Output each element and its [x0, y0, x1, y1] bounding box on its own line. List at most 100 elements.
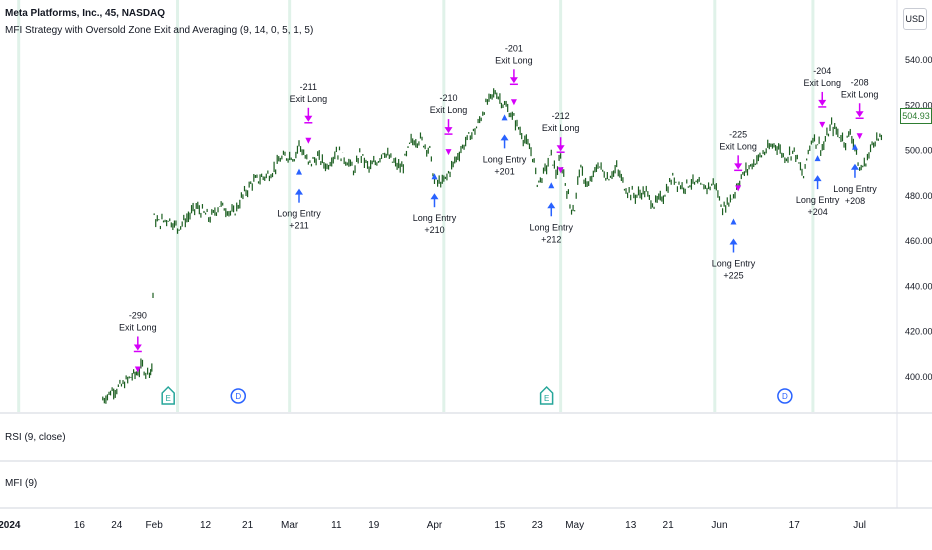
- exit-marker: [134, 366, 141, 373]
- exit-value: -290: [129, 310, 147, 320]
- exit-value: -204: [813, 66, 831, 76]
- entry-label: Long Entry: [277, 209, 321, 219]
- x-tick-label: Jun: [711, 520, 727, 531]
- exit-value: -208: [851, 77, 869, 87]
- exit-arrow-head: [509, 77, 518, 84]
- earnings-icon: [161, 385, 175, 405]
- x-tick-label: 17: [789, 520, 801, 531]
- exit-value: -211: [300, 82, 317, 92]
- exit-arrow-head: [304, 115, 313, 122]
- x-tick-label: 23: [532, 520, 544, 531]
- exit-marker: [735, 185, 742, 192]
- earnings-icon: [539, 385, 554, 405]
- entry-value: +225: [723, 271, 743, 281]
- y-tick-label: 480.00: [905, 191, 932, 201]
- exit-label: Exit Long: [719, 141, 757, 151]
- entry-value: +204: [807, 207, 827, 217]
- dividend-label: D: [235, 392, 241, 401]
- y-tick-label: 420.00: [905, 327, 932, 337]
- x-tick-label: 11: [331, 520, 342, 531]
- entry-label: Long Entry: [483, 154, 527, 164]
- entry-label: Long Entry: [413, 213, 457, 223]
- x-tick-label: Mar: [281, 520, 299, 531]
- y-tick-label: 400.00: [905, 372, 932, 382]
- exit-marker: [856, 133, 863, 140]
- earnings-label: E: [544, 394, 549, 403]
- x-tick-label: 16: [74, 520, 86, 531]
- exit-arrow-head: [133, 344, 142, 351]
- exit-marker: [445, 149, 452, 156]
- last-price-tag: 504.93: [900, 108, 932, 124]
- entry-arrow-head: [430, 193, 439, 200]
- y-tick-label: 500.00: [905, 146, 932, 156]
- x-tick-label: 12: [200, 520, 212, 531]
- exit-label: Exit Long: [119, 322, 157, 332]
- currency-button[interactable]: USD: [903, 8, 927, 30]
- entry-arrow-head: [295, 188, 303, 195]
- exit-value: -225: [729, 129, 747, 139]
- x-tick-label: Apr: [427, 520, 443, 531]
- exit-marker: [819, 121, 826, 128]
- exit-arrow-head: [818, 99, 827, 106]
- x-tick-label: 19: [368, 520, 380, 531]
- x-tick-label: 21: [663, 520, 675, 531]
- x-tick-label: 24: [111, 520, 123, 531]
- entry-value: +212: [541, 234, 561, 244]
- exit-marker: [557, 167, 564, 174]
- x-tick-label: 13: [625, 520, 637, 531]
- mfi-pane-label[interactable]: MFI (9): [5, 478, 38, 489]
- exit-label: Exit Long: [430, 105, 468, 115]
- entry-arrow-head: [813, 175, 822, 182]
- entry-arrow-head: [850, 163, 859, 170]
- x-tick-label: May: [565, 520, 584, 531]
- entry-arrow-head: [500, 134, 509, 141]
- entry-marker: [814, 155, 821, 162]
- x-tick-label: 21: [242, 520, 254, 531]
- exit-value: -212: [552, 111, 570, 121]
- entry-value: +210: [424, 225, 444, 235]
- entry-marker: [730, 218, 737, 225]
- entry-marker: [501, 114, 508, 121]
- entry-arrow-head: [729, 238, 738, 245]
- exit-marker: [305, 137, 312, 144]
- entry-marker: [296, 168, 302, 175]
- exit-label: Exit Long: [290, 94, 328, 104]
- entry-marker: [548, 182, 555, 189]
- strategy-title: MFI Strategy with Oversold Zone Exit and…: [5, 25, 314, 36]
- rsi-pane-label[interactable]: RSI (9, close): [5, 432, 66, 443]
- entry-value: +211: [289, 221, 309, 231]
- entry-label: Long Entry: [796, 195, 840, 205]
- entry-arrow-head: [547, 202, 556, 209]
- dividend-icon: [777, 388, 793, 404]
- price-series: [102, 88, 883, 404]
- y-tick-label: 460.00: [905, 236, 932, 246]
- y-tick-label: 540.00: [905, 55, 932, 65]
- exit-value: -210: [439, 93, 457, 103]
- x-tick-label: 2024: [0, 520, 21, 531]
- entry-value: +201: [494, 166, 514, 176]
- exit-label: Exit Long: [542, 123, 580, 133]
- y-tick-label: 440.00: [905, 281, 932, 291]
- exit-arrow-head: [855, 111, 864, 118]
- exit-label: Exit Long: [841, 89, 879, 99]
- entry-value: +208: [845, 196, 865, 206]
- x-tick-label: 15: [494, 520, 506, 531]
- entry-label: Long Entry: [833, 184, 877, 194]
- exit-arrow-head: [556, 145, 565, 152]
- dividend-label: D: [782, 392, 788, 401]
- entry-label: Long Entry: [712, 259, 756, 269]
- exit-arrow-head: [444, 127, 453, 134]
- exit-label: Exit Long: [495, 55, 533, 65]
- exit-value: -201: [505, 43, 523, 53]
- exit-marker: [510, 99, 517, 106]
- symbol-title: Meta Platforms, Inc., 45, NASDAQ: [5, 8, 166, 19]
- entry-marker: [431, 173, 438, 180]
- exit-label: Exit Long: [803, 78, 841, 88]
- x-tick-label: Jul: [853, 520, 866, 531]
- x-tick-label: Feb: [146, 520, 164, 531]
- entry-marker: [851, 143, 858, 150]
- y-tick-label: 520.00: [905, 100, 932, 110]
- dividend-icon: [230, 388, 247, 404]
- earnings-label: E: [166, 394, 171, 403]
